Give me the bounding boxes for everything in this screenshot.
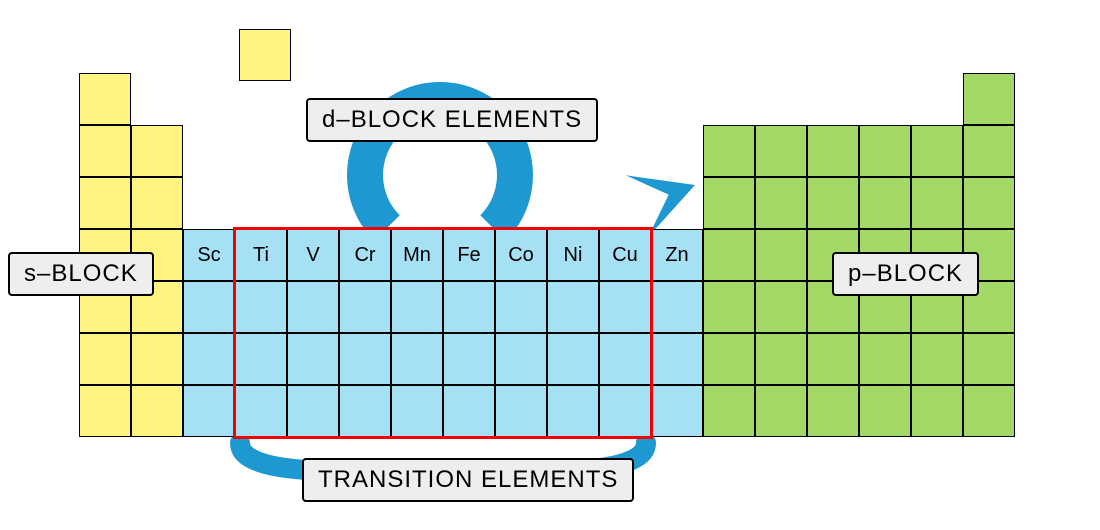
d-block-cell — [443, 281, 495, 333]
d-block-cell — [599, 281, 651, 333]
p-block-cell — [703, 125, 755, 177]
d-block-cell — [339, 333, 391, 385]
d-block-cell — [495, 281, 547, 333]
d-block-cell — [235, 385, 287, 437]
p-block-cell — [703, 281, 755, 333]
p-block-cell — [703, 385, 755, 437]
p-block-cell — [807, 177, 859, 229]
d-block-cell — [287, 281, 339, 333]
element-Sc: Sc — [183, 229, 235, 281]
periodic-table-diagram: ScTiVCrMnFeCoNiCuZn s–BLOCK p–BLOCK d–BLOCK… — [0, 0, 1100, 530]
d-block-cell — [391, 281, 443, 333]
p-block-cell — [911, 385, 963, 437]
d-block-cell — [547, 333, 599, 385]
s-block-cell — [79, 177, 131, 229]
s-block-cell — [131, 385, 183, 437]
p-block-cell — [755, 385, 807, 437]
p-block-cell — [807, 385, 859, 437]
s-block-cell — [131, 125, 183, 177]
d-block-cell — [339, 281, 391, 333]
p-block-cell — [911, 125, 963, 177]
transition-elements-label: TRANSITION ELEMENTS — [302, 458, 634, 502]
p-block-cell — [963, 385, 1015, 437]
element-Mn: Mn — [391, 229, 443, 281]
p-block-cell — [703, 229, 755, 281]
p-block-cell — [911, 333, 963, 385]
d-block-cell — [547, 281, 599, 333]
p-block-cell — [807, 125, 859, 177]
d-block-cell — [651, 333, 703, 385]
p-block-label: p–BLOCK — [832, 252, 979, 296]
s-block-cell — [79, 333, 131, 385]
d-block-cell — [391, 385, 443, 437]
d-block-cell — [235, 333, 287, 385]
helium-cell — [239, 29, 291, 81]
p-block-cell — [963, 333, 1015, 385]
element-V: V — [287, 229, 339, 281]
p-block-cell — [755, 125, 807, 177]
d-block-cell — [443, 333, 495, 385]
d-block-cell — [443, 385, 495, 437]
d-block-cell — [235, 281, 287, 333]
d-block-label: d–BLOCK ELEMENTS — [306, 98, 598, 142]
s-block-cell — [79, 385, 131, 437]
p-block-cell — [703, 333, 755, 385]
element-Cr: Cr — [339, 229, 391, 281]
p-block-cell — [859, 333, 911, 385]
p-block-cell — [807, 333, 859, 385]
p-block-cell — [963, 73, 1015, 125]
element-Ti: Ti — [235, 229, 287, 281]
d-block-cell — [183, 281, 235, 333]
d-block-cell — [495, 385, 547, 437]
s-block-cell — [79, 125, 131, 177]
d-block-cell — [339, 385, 391, 437]
s-block-cell — [131, 177, 183, 229]
element-Cu: Cu — [599, 229, 651, 281]
s-block-cell — [131, 333, 183, 385]
element-Zn: Zn — [651, 229, 703, 281]
p-block-cell — [859, 385, 911, 437]
element-Fe: Fe — [443, 229, 495, 281]
p-block-cell — [755, 177, 807, 229]
element-Co: Co — [495, 229, 547, 281]
p-block-cell — [755, 281, 807, 333]
p-block-cell — [755, 229, 807, 281]
d-block-cell — [547, 385, 599, 437]
s-block-cell — [79, 73, 131, 125]
p-block-cell — [859, 125, 911, 177]
element-Ni: Ni — [547, 229, 599, 281]
p-block-cell — [911, 177, 963, 229]
d-block-cell — [651, 385, 703, 437]
s-block-label: s–BLOCK — [8, 252, 154, 296]
d-block-cell — [183, 333, 235, 385]
d-block-cell — [391, 333, 443, 385]
p-block-cell — [963, 177, 1015, 229]
p-block-cell — [859, 177, 911, 229]
d-block-cell — [599, 385, 651, 437]
d-block-cell — [287, 333, 339, 385]
d-block-cell — [599, 333, 651, 385]
d-block-cell — [651, 281, 703, 333]
d-block-cell — [183, 385, 235, 437]
d-block-cell — [495, 333, 547, 385]
p-block-cell — [755, 333, 807, 385]
p-block-cell — [703, 177, 755, 229]
p-block-cell — [963, 125, 1015, 177]
d-block-cell — [287, 385, 339, 437]
